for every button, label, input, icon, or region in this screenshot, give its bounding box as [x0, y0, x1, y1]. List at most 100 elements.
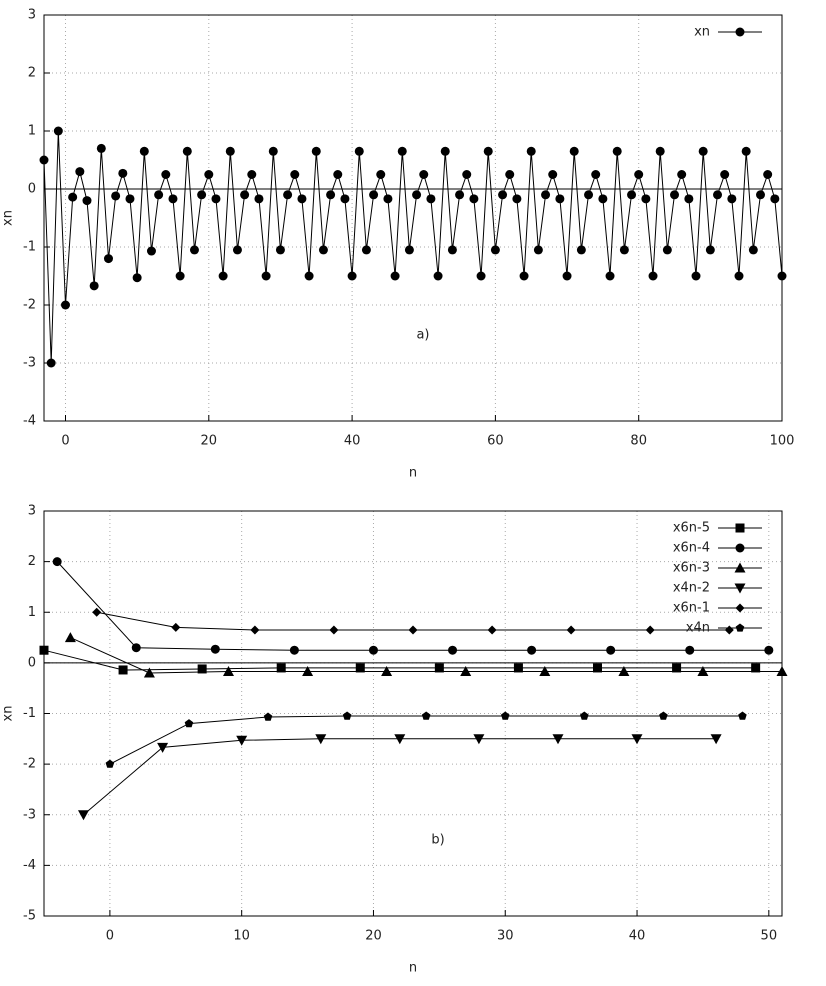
- data-point: [78, 810, 89, 821]
- data-point: [527, 645, 537, 655]
- data-point: [333, 170, 343, 179]
- data-point: [53, 126, 63, 136]
- data-point: [584, 190, 594, 200]
- data-point: [408, 625, 418, 635]
- data-point: [591, 170, 601, 179]
- data-point: [390, 271, 400, 281]
- data-point: [606, 645, 616, 655]
- x-tick-label: 40: [344, 434, 361, 449]
- series-line: [83, 738, 717, 816]
- data-point: [580, 711, 589, 720]
- data-point: [724, 625, 734, 635]
- legend-marker: [735, 27, 745, 37]
- x-tick-label: 50: [761, 929, 778, 944]
- data-point: [381, 666, 393, 676]
- x-tick-label: 30: [497, 929, 514, 944]
- data-point: [304, 271, 314, 281]
- data-point: [404, 245, 414, 255]
- data-point: [641, 194, 651, 204]
- x-axis-label: n: [409, 961, 417, 976]
- data-point: [533, 245, 543, 255]
- data-point: [132, 273, 142, 283]
- data-point: [634, 170, 644, 179]
- data-point: [455, 190, 465, 200]
- y-tick-label: -4: [23, 858, 36, 873]
- data-point: [64, 632, 76, 643]
- data-point: [776, 666, 788, 676]
- data-point: [777, 271, 787, 281]
- data-point: [394, 734, 406, 745]
- x-tick-label: 20: [365, 929, 382, 944]
- data-point: [204, 170, 214, 179]
- data-point: [412, 190, 422, 200]
- legend-marker: [734, 562, 746, 573]
- data-point: [315, 734, 327, 745]
- data-point: [473, 734, 485, 745]
- data-point: [184, 719, 194, 728]
- data-point: [283, 190, 293, 200]
- data-point: [593, 663, 602, 673]
- data-point: [672, 663, 682, 673]
- data-point: [189, 245, 199, 255]
- legend-label: xn: [694, 25, 710, 40]
- data-point: [566, 625, 576, 635]
- data-point: [197, 190, 207, 200]
- data-point: [354, 146, 364, 156]
- data-point: [225, 146, 235, 156]
- data-point: [39, 645, 49, 655]
- y-tick-label: 0: [28, 655, 36, 670]
- data-point: [627, 190, 637, 200]
- data-point: [326, 190, 336, 200]
- data-point: [161, 170, 171, 179]
- data-point: [501, 711, 510, 720]
- data-point: [210, 644, 220, 654]
- data-point: [526, 146, 536, 156]
- data-point: [576, 245, 586, 255]
- data-point: [276, 663, 286, 673]
- annotation: a): [416, 328, 429, 343]
- data-point: [254, 194, 264, 204]
- legend-marker: [735, 603, 745, 613]
- data-point: [105, 759, 115, 768]
- data-point: [541, 190, 551, 200]
- x-tick-label: 10: [233, 929, 250, 944]
- data-point: [154, 190, 164, 200]
- data-point: [182, 146, 192, 156]
- series-line: [70, 637, 782, 674]
- data-point: [487, 625, 497, 635]
- data-point: [421, 711, 431, 720]
- x-axis-label: n: [409, 466, 417, 481]
- data-point: [684, 194, 694, 204]
- data-point: [125, 194, 135, 204]
- data-point: [82, 196, 92, 206]
- data-point: [103, 254, 113, 264]
- data-point: [118, 168, 128, 178]
- data-point: [748, 245, 758, 255]
- x-tick-label: 20: [201, 434, 218, 449]
- data-point: [685, 645, 695, 655]
- y-tick-label: 1: [28, 124, 36, 139]
- data-point: [168, 194, 178, 204]
- data-point: [741, 146, 751, 156]
- data-point: [440, 146, 450, 156]
- data-point: [297, 194, 307, 204]
- data-point: [770, 194, 780, 204]
- legend-marker: [735, 523, 745, 533]
- data-point: [383, 194, 393, 204]
- legend-label: x6n-3: [673, 561, 710, 576]
- x-tick-label: 100: [770, 434, 795, 449]
- data-point: [89, 281, 99, 291]
- data-point: [460, 666, 472, 676]
- data-point: [171, 622, 181, 632]
- data-point: [645, 625, 655, 635]
- data-point: [302, 666, 314, 676]
- y-axis-label: xn: [1, 210, 16, 226]
- y-tick-label: 2: [28, 554, 36, 569]
- data-point: [756, 190, 766, 200]
- data-point: [605, 271, 615, 281]
- data-point: [434, 663, 444, 673]
- data-point: [92, 607, 102, 617]
- data-point: [631, 734, 643, 745]
